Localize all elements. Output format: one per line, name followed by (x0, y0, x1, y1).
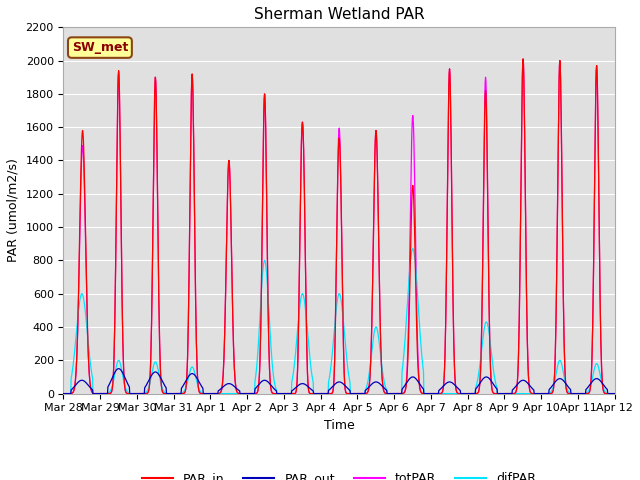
Title: Sherman Wetland PAR: Sherman Wetland PAR (253, 7, 424, 22)
Legend: PAR_in, PAR_out, totPAR, difPAR: PAR_in, PAR_out, totPAR, difPAR (136, 467, 541, 480)
Text: SW_met: SW_met (72, 41, 128, 54)
Y-axis label: PAR (umol/m2/s): PAR (umol/m2/s) (7, 158, 20, 263)
X-axis label: Time: Time (324, 419, 355, 432)
